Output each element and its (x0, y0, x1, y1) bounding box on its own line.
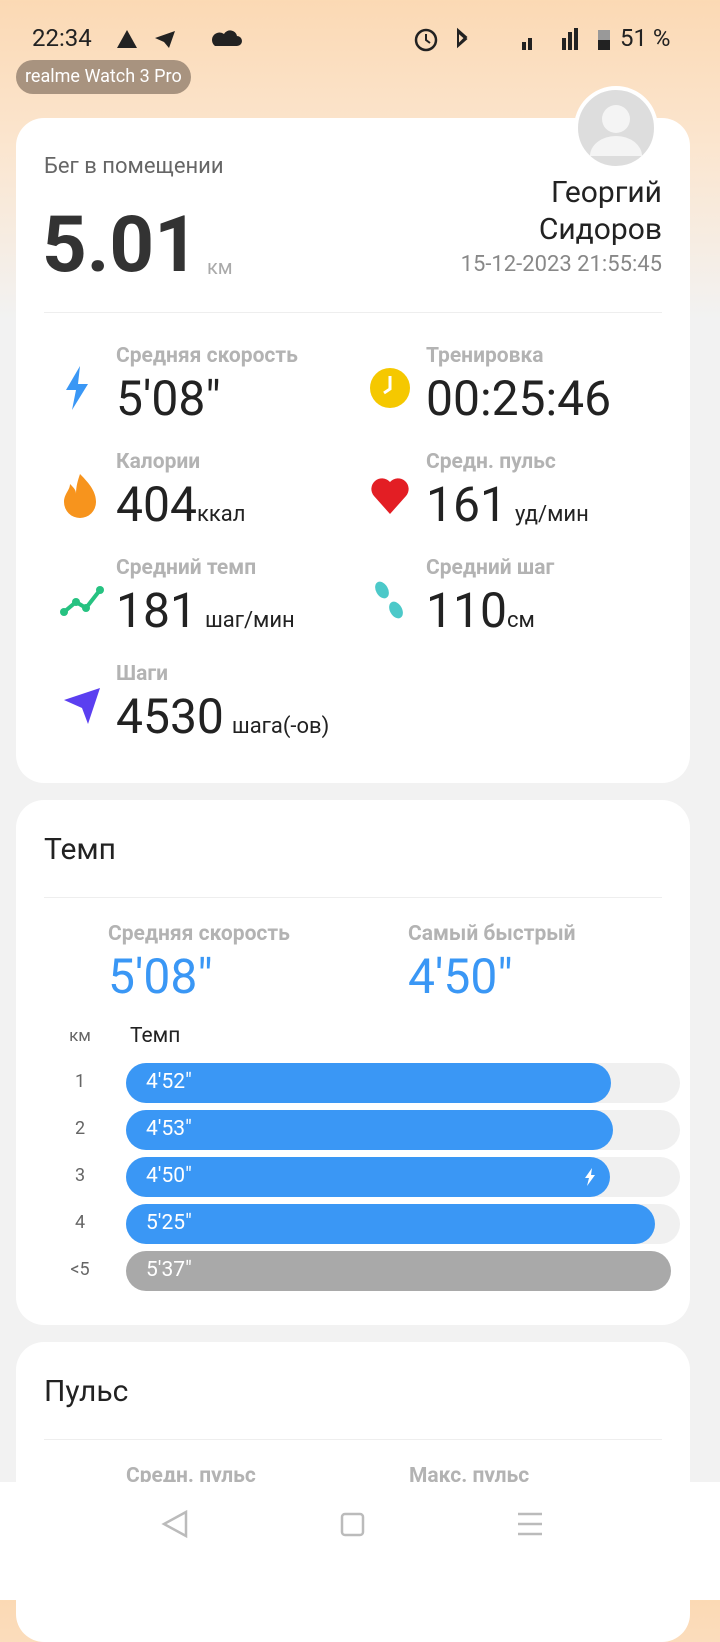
nav-icons (161, 1509, 542, 1539)
nav-bar (0, 1482, 720, 1600)
col-pace: Темп (130, 1024, 181, 1048)
metric-icon (375, 581, 403, 619)
metric-unit: ккал (196, 502, 246, 527)
pace: 4'52" (146, 1070, 192, 1094)
metric: 181 шаг/мин (116, 582, 295, 639)
metric-unit: шага(-ов) (231, 714, 330, 739)
metric: 404ккал (116, 476, 245, 533)
metric-unit: шаг/мин (204, 608, 295, 633)
metric-value: 181 (116, 582, 197, 639)
km: 4 (74, 1212, 86, 1233)
metric-label: Средний темп (116, 556, 257, 580)
pace-row: 1 4'52" (60, 1063, 680, 1103)
fast-label: Самый быстрый (408, 922, 576, 946)
screen: {"status":{"time":"22:34","battery":"51 … (0, 0, 720, 1600)
avg-value: 5'08" (108, 948, 213, 1005)
metric-label: Калории (116, 450, 201, 474)
divider (44, 312, 662, 313)
pace: 4'53" (146, 1117, 192, 1141)
metric-value: 161 (426, 476, 507, 533)
col-km: км (69, 1026, 91, 1046)
pace-row: 4 5'25" (60, 1204, 680, 1244)
distance: 5.01 (42, 200, 199, 291)
metric-icon (60, 586, 104, 616)
metric-label: Средний шаг (426, 556, 555, 580)
metric-icon (64, 688, 100, 724)
metric-icon (64, 474, 96, 518)
menu[interactable] (518, 1512, 542, 1536)
pace-row: 2 4'53" (60, 1110, 680, 1150)
first-name: Георгий (550, 175, 662, 210)
metric: 4530 шага(-ов) (116, 688, 329, 745)
metric: 5'08" (116, 370, 221, 427)
back[interactable] (161, 1509, 188, 1539)
fastest-icon (585, 1168, 595, 1186)
fast-value: 4'50" (408, 948, 513, 1005)
avg-label: Средняя скорость (108, 922, 290, 946)
km: <5 (70, 1259, 90, 1280)
clock: 22:34 (32, 24, 92, 52)
metric-value: 5'08" (116, 370, 221, 427)
metric-label: Средняя скорость (116, 344, 298, 368)
metric: 161 уд/мин (426, 476, 589, 533)
home[interactable] (340, 1512, 365, 1537)
distance-unit: км (207, 255, 233, 279)
system-icons (414, 27, 610, 52)
pace: 5'25" (146, 1211, 192, 1235)
activity: Бег в помещении (44, 154, 224, 179)
pace-card: Темп Средняя скорость 5'08" Самый быстры… (16, 800, 690, 1325)
metric-icon (371, 478, 409, 514)
metric-icon (66, 366, 88, 410)
summary-card: Бег в помещении 5.01 км Георгий Сидоров 1… (16, 86, 690, 783)
km: 3 (74, 1165, 86, 1186)
user-name: Георгий Сидоров (539, 174, 662, 248)
km: 2 (74, 1118, 86, 1139)
pace-row: <5 5'37" (60, 1251, 680, 1291)
pace: 4'50" (146, 1164, 192, 1188)
pace-bar: 4'53" (126, 1110, 613, 1150)
section-title: Пульс (44, 1374, 129, 1409)
battery: 51 % (620, 24, 671, 52)
divider (44, 897, 662, 898)
pace: 5'37" (146, 1258, 192, 1282)
metric-label: Средн. пульс (426, 450, 556, 474)
status-icons (117, 30, 242, 48)
section-title: Темп (44, 832, 116, 867)
pace-bar: 4'52" (126, 1063, 611, 1103)
pace-bar: 5'25" (126, 1204, 655, 1244)
metric: 110см (426, 582, 535, 639)
metric-label: Шаги (116, 662, 169, 686)
pace-row: 3 4'50" (60, 1157, 680, 1197)
device-chip[interactable]: realme Watch 3 Pro (16, 60, 191, 94)
metric: 00:25:46 (426, 370, 611, 427)
km: 1 (74, 1071, 86, 1092)
datetime: 15-12-2023 21:55:45 (460, 252, 662, 277)
pace-bar: 5'37" (126, 1251, 671, 1291)
metric-value: 00:25:46 (426, 370, 612, 427)
pace-bar: 4'50" (126, 1157, 610, 1197)
metric-unit: см (506, 608, 535, 633)
metric-icon (370, 368, 410, 408)
metric-value: 4530 (116, 688, 224, 745)
metric-value: 404 (116, 476, 197, 533)
metric-unit: уд/мин (514, 502, 589, 527)
avatar[interactable] (574, 86, 658, 170)
metric-label: Тренировка (426, 344, 544, 368)
divider (44, 1439, 662, 1440)
metric-value: 110 (426, 582, 507, 639)
last-name: Сидоров (538, 212, 662, 247)
